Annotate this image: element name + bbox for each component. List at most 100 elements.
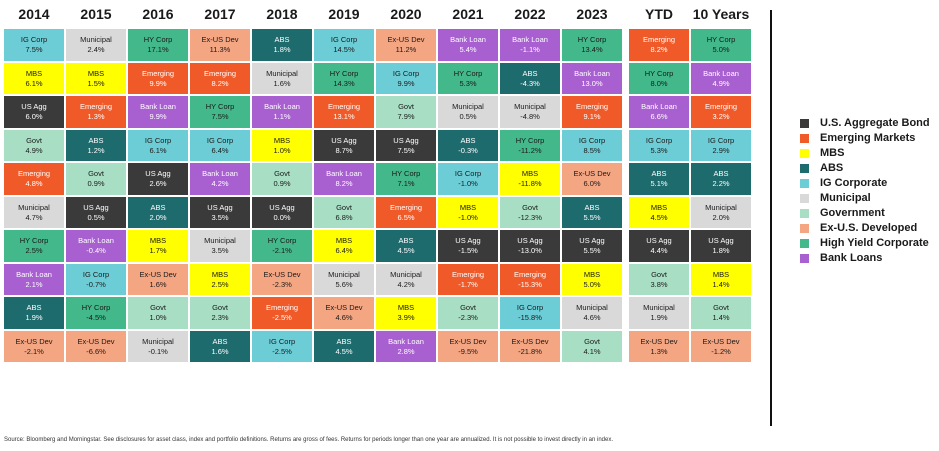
legend-swatch <box>800 149 809 158</box>
column-header: 2015 <box>80 6 112 22</box>
return-cell: US Agg 2.6% <box>128 163 188 195</box>
cell-return-value: -4.5% <box>86 313 106 322</box>
return-cell: Municipal 4.7% <box>4 196 64 228</box>
cell-return-value: 7.5% <box>211 112 229 121</box>
cell-return-value: 8.2% <box>650 45 668 54</box>
cell-return-value: 7.9% <box>397 112 415 121</box>
cell-asset-label: Municipal <box>18 202 50 212</box>
return-cell: Bank Loan 2.1% <box>4 263 64 295</box>
cell-return-value: 1.8% <box>273 45 291 54</box>
legend-item: Municipal <box>800 191 939 206</box>
cell-return-value: 4.9% <box>25 145 43 155</box>
cell-asset-label: Ex-US Dev <box>449 336 487 346</box>
cell-return-value: 1.6% <box>149 279 167 289</box>
legend-item: High Yield Corporate <box>800 236 939 251</box>
cell-asset-label: Emerging <box>642 35 676 44</box>
cell-asset-label: Emerging <box>513 269 547 279</box>
cell-asset-label: US Agg <box>331 135 357 145</box>
cell-return-value: 14.5% <box>333 45 355 54</box>
cell-asset-label: Bank Loan <box>388 336 424 346</box>
cell-return-value: 9.9% <box>397 78 415 88</box>
return-cell: ABS 1.2% <box>66 129 126 161</box>
cell-asset-label: ABS <box>713 169 729 178</box>
cell-asset-label: IG Corp <box>645 135 673 145</box>
cell-return-value: 5.5% <box>583 212 601 222</box>
column-header: 2016 <box>142 6 174 22</box>
cell-asset-label: Govt <box>651 269 667 279</box>
cell-asset-label: MBS <box>521 169 539 178</box>
return-cell: Emerging 1.3% <box>66 96 126 128</box>
return-cell: IG Corp 6.1% <box>128 129 188 161</box>
cell-return-value: 1.4% <box>712 313 730 322</box>
return-cell: IG Corp 7.5% <box>4 29 64 61</box>
cell-asset-label: MBS <box>273 135 291 145</box>
return-cell: HY Corp -2.1% <box>252 230 312 262</box>
return-cell: MBS 1.4% <box>691 263 751 295</box>
cell-return-value: -0.3% <box>458 145 478 155</box>
cell-return-value: -1.7% <box>458 279 478 289</box>
return-cell: MBS 1.5% <box>66 62 126 94</box>
legend-label: High Yield Corporate <box>820 237 929 249</box>
return-cell: Emerging -2.5% <box>252 297 312 329</box>
return-cell: HY Corp 7.1% <box>376 163 436 195</box>
return-cell: Municipal 1.9% <box>629 297 689 329</box>
cell-asset-label: US Agg <box>207 202 233 212</box>
legend-label: Emerging Markets <box>820 132 916 144</box>
legend-swatch <box>800 134 809 143</box>
legend-label: Government <box>820 207 885 219</box>
return-cell: Emerging 13.1% <box>314 96 374 128</box>
cell-asset-label: Ex-US Dev <box>15 336 53 346</box>
column-header: 2022 <box>514 6 546 22</box>
cell-return-value: 8.7% <box>335 145 353 155</box>
cell-return-value: -2.5% <box>272 313 292 322</box>
cell-return-value: 4.5% <box>397 246 415 255</box>
legend-swatch <box>800 119 809 128</box>
return-cell: HY Corp 17.1% <box>128 29 188 61</box>
return-cell: Govt 1.4% <box>691 297 751 329</box>
return-cell: IG Corp 14.5% <box>314 29 374 61</box>
cell-asset-label: HY Corp <box>205 102 235 111</box>
cell-asset-label: MBS <box>149 236 167 245</box>
cell-asset-label: HY Corp <box>453 68 483 78</box>
return-cell: Govt 4.9% <box>4 129 64 161</box>
return-cell: US Agg 5.5% <box>562 230 622 262</box>
cell-asset-label: IG Corp <box>516 303 544 312</box>
cell-asset-label: US Agg <box>393 135 419 145</box>
cell-asset-label: Emerging <box>327 102 361 111</box>
cell-return-value: 6.4% <box>335 246 353 255</box>
return-cell: Municipal 2.0% <box>691 196 751 228</box>
cell-return-value: 1.4% <box>712 279 730 289</box>
cell-asset-label: Emerging <box>389 202 423 212</box>
return-cell: HY Corp 14.3% <box>314 62 374 94</box>
cell-asset-label: MBS <box>335 236 353 245</box>
return-cell: Municipal 5.6% <box>314 263 374 295</box>
cell-return-value: -21.8% <box>518 346 542 356</box>
cell-asset-label: IG Corp <box>268 336 296 346</box>
return-cell: IG Corp 6.4% <box>190 129 250 161</box>
return-cell: IG Corp -15.8% <box>500 297 560 329</box>
cell-asset-label: Govt <box>336 202 352 212</box>
cell-return-value: -6.6% <box>86 346 106 356</box>
return-cell: Emerging 8.2% <box>629 29 689 61</box>
cell-return-value: 5.4% <box>459 45 477 54</box>
cell-asset-label: Emerging <box>203 68 237 78</box>
return-cell: Ex-US Dev -21.8% <box>500 330 560 362</box>
return-cell: Municipal 4.2% <box>376 263 436 295</box>
return-cell: Emerging 8.2% <box>190 62 250 94</box>
cell-asset-label: US Agg <box>646 236 672 245</box>
cell-return-value: 8.5% <box>583 145 601 155</box>
legend-label: U.S. Aggregate Bond <box>820 117 930 129</box>
cell-asset-label: US Agg <box>517 236 543 245</box>
cell-return-value: -2.5% <box>272 346 292 356</box>
column-header: 2023 <box>576 6 608 22</box>
cell-return-value: -0.1% <box>148 346 168 356</box>
return-cell: US Agg 4.4% <box>629 230 689 262</box>
cell-return-value: 0.9% <box>87 179 105 188</box>
return-cell: IG Corp 5.3% <box>629 129 689 161</box>
cell-return-value: 8.2% <box>335 179 353 188</box>
cell-asset-label: Govt <box>212 303 228 312</box>
cell-return-value: 13.4% <box>581 45 603 54</box>
cell-asset-label: ABS <box>460 135 476 145</box>
cell-asset-label: Ex-US Dev <box>201 35 239 44</box>
cell-asset-label: MBS <box>397 303 415 312</box>
